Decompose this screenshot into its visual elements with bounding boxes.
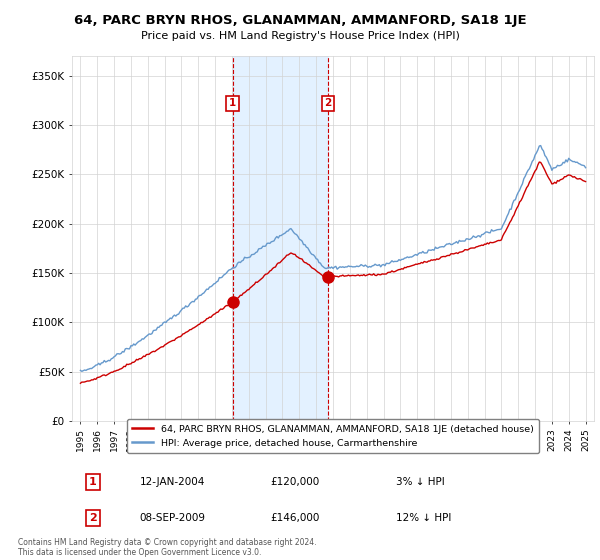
Text: 3% ↓ HPI: 3% ↓ HPI	[395, 477, 445, 487]
Text: 12% ↓ HPI: 12% ↓ HPI	[395, 513, 451, 523]
Text: 08-SEP-2009: 08-SEP-2009	[140, 513, 206, 523]
Text: £146,000: £146,000	[271, 513, 320, 523]
Text: £120,000: £120,000	[271, 477, 320, 487]
Text: Price paid vs. HM Land Registry's House Price Index (HPI): Price paid vs. HM Land Registry's House …	[140, 31, 460, 41]
Legend: 64, PARC BRYN RHOS, GLANAMMAN, AMMANFORD, SA18 1JE (detached house), HPI: Averag: 64, PARC BRYN RHOS, GLANAMMAN, AMMANFORD…	[127, 419, 539, 453]
Text: 64, PARC BRYN RHOS, GLANAMMAN, AMMANFORD, SA18 1JE: 64, PARC BRYN RHOS, GLANAMMAN, AMMANFORD…	[74, 14, 526, 27]
Text: 1: 1	[229, 99, 236, 108]
Text: 1: 1	[89, 477, 97, 487]
Text: 2: 2	[324, 99, 331, 108]
Text: 2: 2	[89, 513, 97, 523]
Text: 12-JAN-2004: 12-JAN-2004	[140, 477, 205, 487]
Text: Contains HM Land Registry data © Crown copyright and database right 2024.
This d: Contains HM Land Registry data © Crown c…	[18, 538, 317, 557]
Bar	[233, 56, 328, 421]
